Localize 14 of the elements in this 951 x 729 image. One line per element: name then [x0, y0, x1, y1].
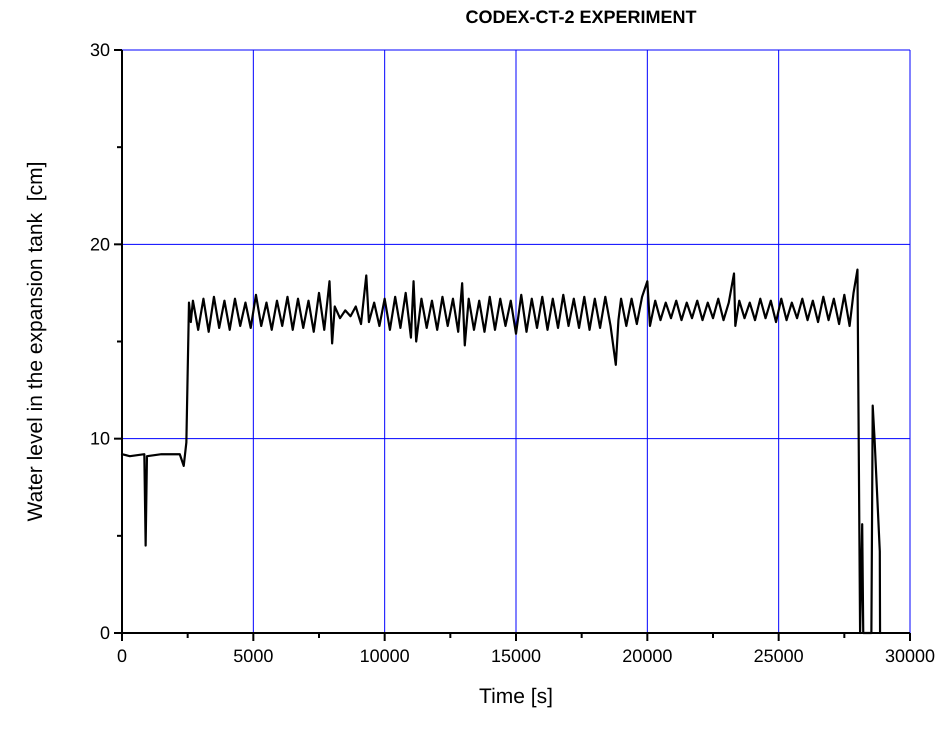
- x-tick-label: 30000: [884, 646, 936, 666]
- y-axis-title: Water level in the expansion tank [cm]: [24, 162, 47, 522]
- x-tick-label: 5000: [233, 646, 274, 666]
- x-tick-label: 15000: [490, 646, 542, 666]
- x-tick-label: 25000: [754, 646, 804, 666]
- x-tick-label: 0: [116, 646, 128, 666]
- chart-title: CODEX-CT-2 EXPERIMENT: [465, 7, 697, 27]
- x-axis-title: Time [s]: [479, 685, 553, 708]
- y-tick-label: 20: [90, 234, 110, 254]
- x-tick-label: 10000: [360, 646, 410, 666]
- y-tick-label: 30: [90, 40, 110, 60]
- y-tick-label: 0: [100, 623, 110, 643]
- x-tick-label: 20000: [622, 646, 672, 666]
- y-tick-label: 10: [90, 428, 110, 449]
